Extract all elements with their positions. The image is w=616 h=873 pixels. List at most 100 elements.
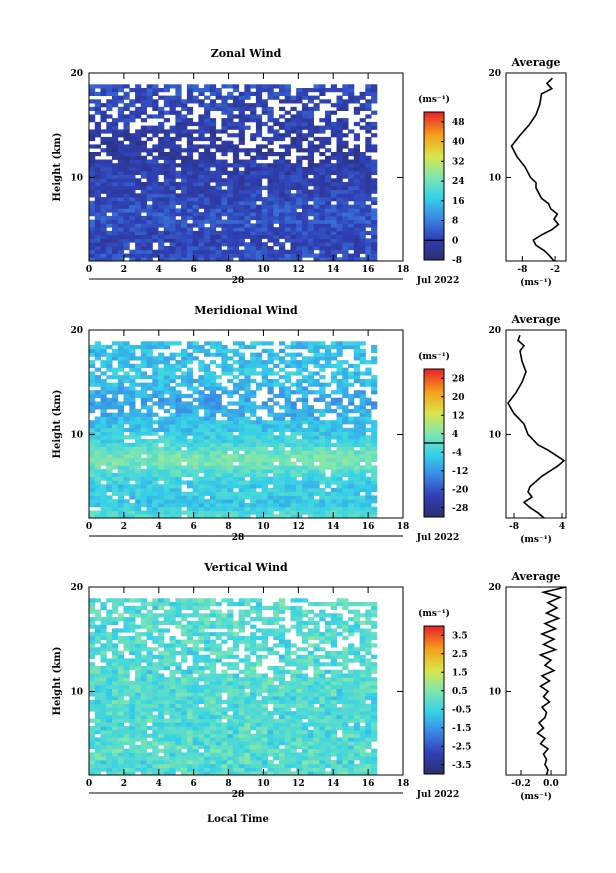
heatmap-cell (359, 457, 366, 462)
heatmap-cell (181, 699, 188, 704)
heatmap-cell (365, 476, 372, 481)
heatmap-cell (106, 223, 113, 228)
heatmap-cell (163, 367, 170, 372)
heatmap-cell (135, 345, 142, 350)
heatmap-cell (204, 696, 211, 701)
heatmap-cell (215, 442, 222, 447)
heatmap-cell (186, 200, 194, 205)
heatmap-cell (330, 242, 337, 247)
heatmap-cell (89, 439, 96, 444)
heatmap-cell (181, 193, 188, 198)
heatmap-cell (371, 167, 378, 172)
heatmap-cell (359, 189, 366, 194)
heatmap-cell (336, 178, 343, 183)
heatmap-cell (89, 208, 96, 213)
heatmap-cell (192, 424, 199, 429)
heatmap-cell (359, 450, 366, 455)
heatmap-cell (175, 223, 182, 228)
heatmap-cell (175, 714, 182, 719)
heatmap-cell (342, 242, 349, 247)
heatmap-cell (192, 662, 199, 667)
heatmap-cell (117, 382, 124, 387)
heatmap-cell (89, 461, 96, 466)
heatmap-cell (284, 159, 291, 164)
heatmap-cell (348, 499, 355, 504)
heatmap-cell (342, 238, 349, 243)
heatmap-cell (244, 204, 251, 209)
heatmap-cell (296, 397, 303, 402)
heatmap-cell (353, 435, 360, 440)
heatmap-cell (348, 341, 355, 346)
heatmap-cell (146, 613, 153, 618)
heatmap-cell (123, 215, 130, 221)
heatmap-cell (342, 215, 349, 221)
heatmap-cell (158, 643, 165, 648)
heatmap-cell (279, 257, 286, 262)
heatmap-cell (129, 760, 136, 765)
heatmap-cell (106, 416, 113, 421)
heatmap-cell (112, 472, 119, 478)
heatmap-cell (140, 341, 147, 346)
heatmap-cell (129, 454, 136, 459)
heatmap-cell (117, 752, 124, 757)
heatmap-cell (117, 234, 124, 239)
heatmap-cell (112, 431, 119, 436)
heatmap-cell (192, 718, 199, 723)
heatmap-cell (100, 767, 107, 772)
heatmap-cell (232, 412, 240, 417)
heatmap-cell (123, 726, 130, 731)
heatmap-cell (325, 114, 332, 119)
heatmap-cell (169, 711, 176, 716)
heatmap-cell (296, 257, 303, 262)
heatmap-cell (371, 234, 378, 239)
heatmap-cell (94, 352, 101, 357)
heatmap-cell (371, 227, 378, 232)
heatmap-cell (221, 677, 228, 682)
heatmap-cell (140, 103, 147, 108)
heatmap-cell (215, 136, 222, 142)
heatmap-cell (221, 737, 228, 742)
heatmap-cell (89, 129, 96, 134)
heatmap-cell (342, 382, 349, 387)
heatmap-cell (204, 465, 211, 470)
heatmap-cell (284, 461, 291, 466)
heatmap-cell (112, 352, 119, 357)
heatmap-cell (186, 242, 194, 247)
heatmap-cell (209, 602, 217, 607)
heatmap-cell (348, 208, 355, 213)
heatmap-cell (112, 420, 119, 425)
heatmap-cell (135, 215, 142, 221)
heatmap-cell (290, 499, 297, 504)
heatmap-cell (359, 409, 366, 414)
heatmap-cell (106, 722, 113, 727)
heatmap-cell (365, 242, 372, 247)
heatmap-cell (296, 155, 303, 160)
heatmap-cell (140, 386, 147, 391)
heatmap-cell (112, 424, 119, 429)
heatmap-cell (290, 360, 297, 365)
heatmap-cell (273, 215, 280, 221)
heatmap-cell (336, 472, 343, 478)
heatmap-cell (112, 752, 119, 757)
heatmap-cell (353, 148, 360, 153)
heatmap-cell (135, 375, 142, 380)
heatmap-cell (227, 234, 234, 239)
heatmap-cell (313, 136, 320, 142)
heatmap-cell (163, 204, 170, 209)
heatmap-cell (232, 148, 240, 153)
heatmap-cell (152, 253, 159, 258)
heatmap-cell (313, 420, 320, 425)
heatmap-cell (146, 677, 153, 682)
heatmap-cell (106, 386, 113, 391)
heatmap-cell (100, 733, 107, 738)
heatmap-cell (158, 688, 165, 693)
heatmap-cell (106, 450, 113, 455)
heatmap-cell (353, 393, 360, 399)
heatmap-cell (140, 503, 147, 508)
heatmap-cell (371, 378, 378, 384)
heatmap-cell (302, 133, 309, 138)
heatmap-cell (336, 118, 343, 123)
heatmap-cell (204, 684, 211, 689)
heatmap-cell (290, 234, 297, 239)
heatmap-cell (273, 363, 280, 368)
